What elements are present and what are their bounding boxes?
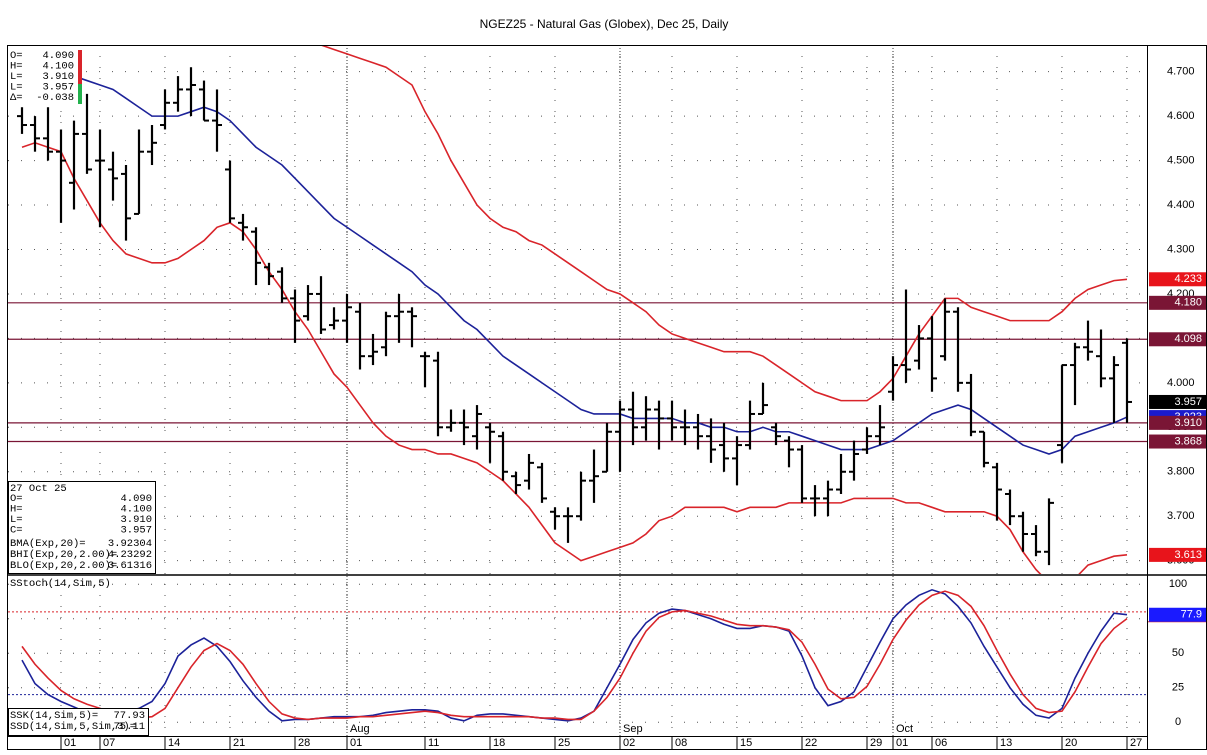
info-label: L= bbox=[10, 71, 23, 83]
last-value-box bbox=[1149, 394, 1206, 409]
band-line bbox=[308, 45, 1128, 402]
x-tick-label: 20 bbox=[1065, 737, 1077, 749]
stoch-last-text: 77.9 bbox=[1181, 609, 1202, 621]
info-value: 4.100 bbox=[42, 60, 74, 72]
stoch-readout-bg bbox=[8, 708, 149, 736]
info-label: H= bbox=[10, 60, 23, 72]
y-tick-label: 3.700 bbox=[1167, 510, 1195, 522]
x-tick-label: 27 bbox=[1130, 737, 1142, 749]
stoch-title: SStoch(14,Sim,5) bbox=[10, 578, 111, 590]
x-tick-label: 02 bbox=[623, 737, 635, 749]
band-line bbox=[73, 75, 1128, 455]
info-label: BHI(Exp,20,2.00)= bbox=[10, 549, 117, 561]
y-tick-label: 4.400 bbox=[1167, 199, 1195, 211]
x-tick-label: 21 bbox=[233, 737, 245, 749]
info-value: -0.038 bbox=[36, 92, 74, 104]
x-tick-label: 01 bbox=[350, 737, 362, 749]
x-tick-label: 18 bbox=[493, 737, 505, 749]
info-label: Δ= bbox=[10, 92, 23, 104]
info-label: O= bbox=[10, 50, 23, 62]
info-value: 3.910 bbox=[120, 514, 152, 526]
y2-tick-label: 0 bbox=[1175, 716, 1181, 728]
info-value: 4.23292 bbox=[108, 549, 152, 561]
readout-value: 75.11 bbox=[113, 721, 145, 733]
axes: 3.6003.7003.8003.9004.0004.1004.2004.300… bbox=[60, 66, 1207, 750]
info-value: 4.100 bbox=[120, 503, 152, 515]
level-box bbox=[1149, 295, 1206, 310]
level-text: 3.910 bbox=[1174, 417, 1202, 429]
info-top-bar bbox=[78, 84, 82, 104]
info-value: 3.957 bbox=[42, 81, 74, 93]
chart-title: NGEZ25 - Natural Gas (Globex), Dec 25, D… bbox=[480, 17, 729, 31]
y-tick-label: 4.700 bbox=[1167, 66, 1195, 78]
info-value: 3.61316 bbox=[108, 560, 152, 572]
readout-label: SSK(14,Sim,5)= bbox=[10, 710, 98, 722]
x-tick-label: 11 bbox=[428, 737, 439, 749]
info-value: 3.957 bbox=[120, 524, 152, 536]
info-value: 4.090 bbox=[42, 50, 74, 62]
last-value-text: 4.233 bbox=[1174, 273, 1202, 285]
stoch-line bbox=[21, 590, 1128, 721]
level-text: 4.098 bbox=[1174, 333, 1202, 345]
level-text: 3.868 bbox=[1174, 435, 1202, 447]
y2-tick-label: 100 bbox=[1169, 578, 1187, 590]
x-tick-label: 25 bbox=[558, 737, 570, 749]
readout-label: SSD(14,Sim,5,Sim,3)= bbox=[10, 721, 136, 733]
info-top-bar bbox=[78, 50, 82, 84]
month-label: Sep bbox=[623, 723, 643, 735]
price-panel bbox=[17, 45, 1132, 574]
y-tick-label: 4.000 bbox=[1167, 377, 1195, 389]
y-tick-label: 4.600 bbox=[1167, 110, 1195, 122]
month-label: Aug bbox=[350, 723, 370, 735]
info-value: 3.910 bbox=[42, 71, 74, 83]
info-label: BLO(Exp,20,2.00)= bbox=[10, 560, 117, 572]
readout-value: 77.93 bbox=[113, 710, 145, 722]
info: O= 4.090 H= 4.100 L= 3.910 L= 3.957 Δ= -0.038 27 O… bbox=[8, 49, 156, 736]
info-label: C= bbox=[10, 524, 23, 536]
x-tick-label: 07 bbox=[103, 737, 115, 749]
stochastic-panel bbox=[8, 588, 1147, 722]
x-tick-label: 22 bbox=[805, 737, 817, 749]
y2-tick-label: 25 bbox=[1172, 682, 1184, 694]
info-value: 3.92304 bbox=[108, 538, 152, 550]
x-tick-label: 13 bbox=[1000, 737, 1012, 749]
info-date: 27 Oct 25 bbox=[10, 483, 67, 495]
info-label: O= bbox=[10, 493, 23, 505]
info-label: BMA(Exp,20)= bbox=[10, 538, 86, 550]
y-tick-label: 3.800 bbox=[1167, 466, 1195, 478]
info-label: L= bbox=[10, 81, 23, 93]
band-line bbox=[21, 141, 1128, 574]
y-tick-label: 4.300 bbox=[1167, 243, 1195, 255]
x-tick-label: 01 bbox=[896, 737, 908, 749]
y-tick-label: 4.500 bbox=[1167, 154, 1195, 166]
x-tick-label: 15 bbox=[740, 737, 752, 749]
x-tick-label: 28 bbox=[298, 737, 310, 749]
x-tick-label: 29 bbox=[870, 737, 882, 749]
grid bbox=[8, 45, 1147, 736]
info-top-bg bbox=[8, 49, 78, 105]
level-box bbox=[1149, 415, 1206, 430]
x-tick-label: 14 bbox=[168, 737, 180, 749]
info-value: 4.090 bbox=[120, 493, 152, 505]
info-label: H= bbox=[10, 503, 23, 515]
info-box-bg bbox=[8, 481, 156, 574]
last-value-text: 3.613 bbox=[1174, 549, 1202, 561]
last-value-box bbox=[1149, 272, 1206, 287]
info-label: L= bbox=[10, 514, 23, 526]
y2-tick-label: 50 bbox=[1172, 647, 1184, 659]
level-box bbox=[1149, 332, 1206, 347]
level-text: 4.180 bbox=[1174, 297, 1202, 309]
x-tick-label: 01 bbox=[64, 737, 76, 749]
last-value-box bbox=[1149, 547, 1206, 562]
x-tick-label: 08 bbox=[675, 737, 687, 749]
x-tick-label: 06 bbox=[935, 737, 947, 749]
stoch-last-box bbox=[1149, 607, 1206, 622]
last-value-text: 3.957 bbox=[1174, 396, 1202, 408]
month-label: Oct bbox=[896, 723, 913, 735]
level-box bbox=[1149, 434, 1206, 449]
